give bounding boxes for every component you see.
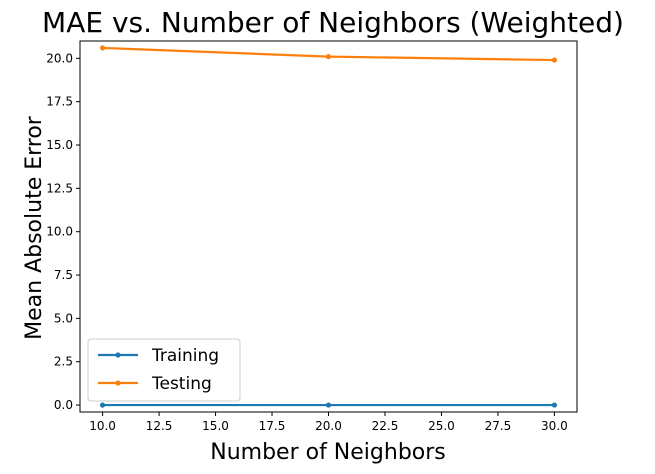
y-tick-label: 2.5 — [54, 355, 73, 369]
x-tick-label: 25.0 — [428, 419, 455, 433]
y-tick-label: 7.5 — [54, 268, 73, 282]
y-tick-label: 5.0 — [54, 311, 73, 325]
legend-label-testing: Testing — [151, 374, 212, 394]
legend: Training Testing — [87, 338, 241, 402]
data-point-training — [99, 402, 106, 408]
x-tick-label: 20.0 — [315, 419, 342, 433]
legend-marker-testing — [115, 380, 121, 386]
y-axis-ticks: 0.0 2.5 5.0 7.5 10.0 12.5 15.0 17.5 20.0 — [46, 51, 80, 412]
x-axis-label: Number of Neighbors — [210, 440, 446, 465]
x-tick-label: 12.5 — [146, 419, 173, 433]
data-point-training — [325, 402, 332, 408]
y-axis-label: Mean Absolute Error — [22, 115, 47, 340]
x-tick-label: 22.5 — [372, 419, 399, 433]
series-layer — [99, 45, 558, 408]
x-tick-label: 17.5 — [259, 419, 286, 433]
x-tick-label: 10.0 — [89, 419, 116, 433]
y-tick-label: 0.0 — [54, 398, 73, 412]
legend-label-training: Training — [151, 346, 219, 366]
legend-marker-training — [115, 352, 121, 358]
data-point-training — [551, 402, 558, 408]
y-tick-label: 10.0 — [46, 225, 73, 239]
x-tick-label: 30.0 — [541, 419, 568, 433]
y-tick-label: 12.5 — [46, 181, 73, 195]
x-tick-label: 15.0 — [202, 419, 229, 433]
data-point-testing — [325, 54, 332, 60]
y-tick-label: 15.0 — [46, 138, 73, 152]
y-tick-label: 17.5 — [46, 95, 73, 109]
x-axis-ticks: 10.0 12.5 15.0 17.5 20.0 22.5 25.0 27.5 30.0 — [89, 412, 568, 433]
y-tick-label: 20.0 — [46, 51, 73, 65]
chart-title: MAE vs. Number of Neighbors (Weighted) — [42, 6, 624, 39]
x-tick-label: 27.5 — [485, 419, 512, 433]
data-point-testing — [551, 57, 558, 63]
data-point-testing — [99, 45, 106, 51]
